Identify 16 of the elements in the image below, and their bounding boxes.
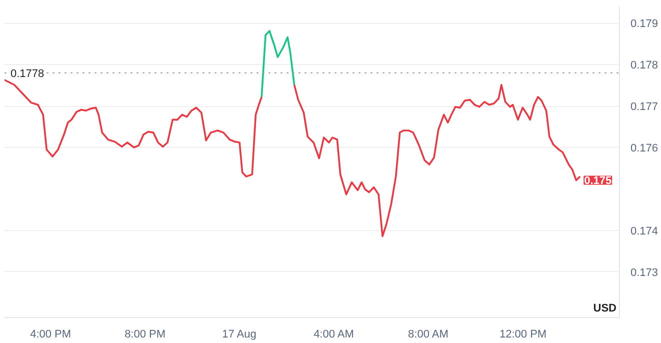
y-tick-label: 0.174 (630, 225, 658, 238)
line-series (260, 30, 296, 98)
y-tick-label: 0.176 (630, 142, 658, 154)
y-tick-label: 0.178 (630, 60, 658, 72)
x-tick-label: 8:00 PM (124, 328, 166, 340)
x-tick-label: 12:00 PM (499, 328, 547, 340)
x-tick-label: 4:00 AM (314, 328, 354, 340)
x-tick-label: 4:00 PM (30, 328, 72, 340)
y-axis-title: USD (593, 302, 617, 314)
annotation: 0.175 (584, 175, 612, 188)
ref-line-label: 0.1778 (10, 68, 44, 80)
x-tick-label: 17 Aug (222, 328, 256, 340)
y-tick-label: 0.177 (630, 101, 658, 114)
y-tick-label: 0.173 (630, 266, 658, 279)
x-tick-label: 8:00 AM (408, 328, 448, 340)
y-tick-label: 0.179 (630, 18, 658, 30)
